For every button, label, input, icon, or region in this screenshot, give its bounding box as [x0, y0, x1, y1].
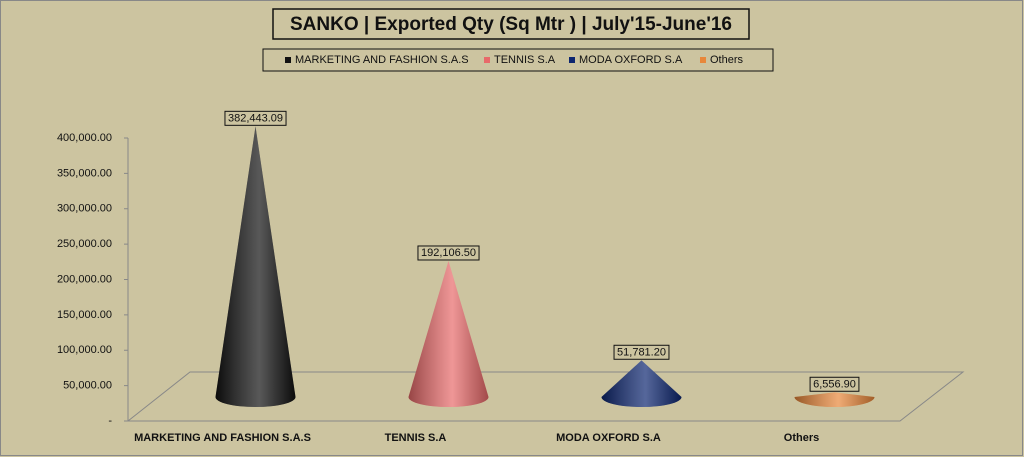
y-tick-label: 250,000.00	[57, 238, 112, 250]
cone-shade	[215, 126, 296, 408]
value-label: 192,106.50	[421, 247, 476, 259]
value-label-box	[417, 245, 480, 261]
legend-label: MARKETING AND FASHION S.A.S	[295, 54, 469, 66]
x-tick-label: MARKETING AND FASHION S.A.S	[134, 432, 311, 444]
legend-label: MODA OXFORD S.A	[579, 54, 683, 66]
legend-label: TENNIS S.A	[494, 54, 556, 66]
chart-title: SANKO | Exported Qty (Sq Mtr ) | July'15…	[290, 14, 732, 35]
y-tick-label: 200,000.00	[57, 273, 112, 285]
y-tick-label: -	[108, 415, 112, 427]
legend-marker	[484, 57, 490, 63]
legend-box	[262, 48, 774, 72]
x-tick-label: Others	[784, 432, 819, 444]
value-label-box	[224, 110, 287, 126]
cone-shade	[794, 392, 875, 407]
value-label-box	[613, 344, 670, 360]
cone-shade	[408, 261, 489, 407]
value-label-box	[809, 376, 860, 392]
legend-marker	[569, 57, 575, 63]
title-box	[272, 8, 750, 40]
y-tick-label: 300,000.00	[57, 203, 112, 215]
value-label: 6,556.90	[813, 378, 856, 390]
x-tick-label: TENNIS S.A	[385, 432, 447, 444]
cone-shade	[601, 360, 682, 407]
y-tick-label: 350,000.00	[57, 167, 112, 179]
x-tick-label: MODA OXFORD S.A	[556, 432, 661, 444]
y-tick-label: 150,000.00	[57, 309, 112, 321]
legend-marker	[285, 57, 291, 63]
value-label: 51,781.20	[617, 346, 666, 358]
y-tick-label: 50,000.00	[63, 380, 112, 392]
y-tick-label: 100,000.00	[57, 344, 112, 356]
value-label: 382,443.09	[228, 112, 283, 124]
legend-marker	[700, 57, 706, 63]
y-tick-label: 400,000.00	[57, 132, 112, 144]
legend-label: Others	[710, 54, 744, 66]
floor	[126, 371, 965, 422]
